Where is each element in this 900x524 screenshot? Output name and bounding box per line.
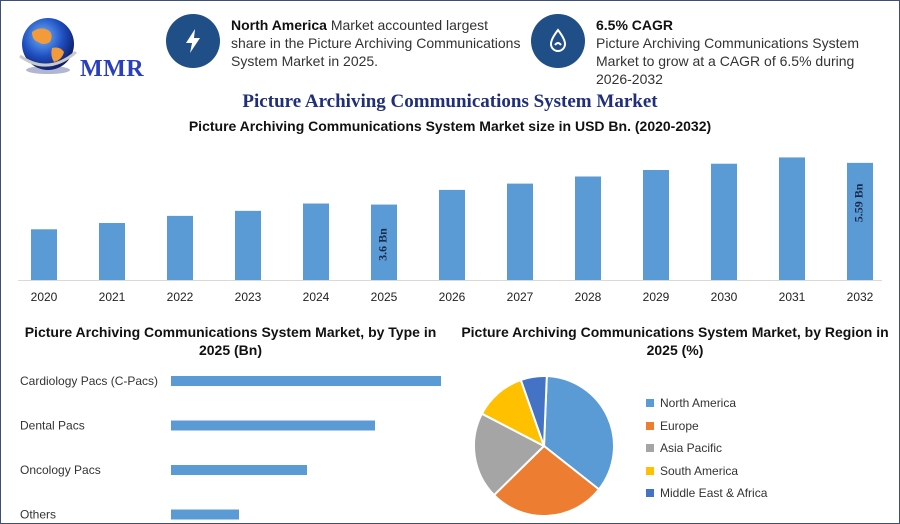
bar-2023 [235, 210, 261, 280]
bar-2026 [439, 189, 465, 280]
legend-swatch [646, 466, 654, 475]
info-highlight: 6.5% CAGR [596, 17, 674, 33]
x-tick-label: 2028 [575, 290, 602, 304]
x-tick-label: 2030 [711, 290, 738, 304]
legend-swatch [646, 489, 654, 498]
bar-2032 [847, 162, 873, 280]
info-description: Market accounted largest share in the Pi… [231, 17, 521, 69]
info-north-america: North America Market accounted largest s… [231, 16, 526, 70]
x-tick-label: 2023 [235, 290, 262, 304]
bar-2029 [643, 170, 669, 280]
data-label: 5.59 Bn [852, 183, 866, 222]
info-description: Picture Archiving Communications System … [596, 35, 859, 87]
bar-2021 [99, 223, 125, 280]
x-tick-label: 2022 [167, 290, 194, 304]
bar-2030 [711, 163, 737, 280]
x-tick-label: 2032 [847, 290, 874, 304]
legend-label: Europe [660, 418, 699, 433]
mmr-logo: MMR [14, 12, 144, 82]
type-chart-title: Picture Archiving Communications System … [24, 324, 437, 358]
type-bar [171, 465, 307, 475]
x-tick-label: 2029 [643, 290, 670, 304]
region-pie-chart [473, 375, 615, 517]
type-bar-chart: Cardiology Pacs (C-Pacs) Dental Pacs Oncol… [20, 374, 441, 522]
legend-swatch [646, 444, 654, 453]
globe-icon [19, 18, 77, 74]
logo-text: MMR [80, 56, 145, 82]
legend-swatch [646, 399, 654, 408]
x-tick-label: 2021 [99, 290, 126, 304]
main-title: Picture Archiving Communications System … [242, 91, 658, 112]
lightning-icon [166, 14, 220, 68]
bar-2025 [371, 204, 397, 280]
legend-item: Europe [646, 415, 767, 438]
pie-slice-asia-pacific [473, 412, 546, 497]
bar-2020 [31, 229, 57, 280]
legend-label: North America [660, 396, 737, 411]
info-cagr: 6.5% CAGR Picture Archiving Communicatio… [596, 16, 876, 88]
x-tick-label: 2020 [31, 290, 58, 304]
bar-chart-title: Picture Archiving Communications System … [188, 118, 712, 134]
region-chart-title: Picture Archiving Communications System … [461, 324, 889, 358]
category-label: Others [20, 508, 56, 522]
legend-label: Asia Pacific [660, 441, 723, 456]
pie-legend: North America Europe Asia Pacific South Ame… [646, 392, 767, 505]
bar-2028 [575, 176, 601, 280]
type-bar [171, 509, 239, 520]
data-label: 3.6 Bn [376, 228, 390, 261]
type-bar [171, 420, 375, 431]
pie-slice-middle-east-africa [519, 375, 548, 447]
x-tick-label: 2025 [371, 290, 398, 304]
legend-item: South America [646, 460, 767, 483]
bar-2027 [507, 183, 533, 280]
legend-label: Middle East & Africa [660, 486, 768, 501]
bar-2022 [167, 215, 193, 280]
x-tick-label: 2026 [439, 290, 466, 304]
type-bar [171, 376, 441, 386]
legend-item: Middle East & Africa [646, 482, 767, 505]
bar-2024 [303, 203, 329, 280]
x-tick-label: 2031 [779, 290, 806, 304]
info-highlight: North America [231, 17, 327, 33]
category-label: Oncology Pacs [20, 463, 101, 477]
legend-item: North America [646, 392, 767, 415]
market-size-bar-chart: 2020 2021 2022 2023 2024 2025 2026 2027 2028 2029… [18, 157, 882, 304]
legend-swatch [646, 421, 654, 430]
category-label: Cardiology Pacs (C-Pacs) [20, 374, 158, 388]
x-tick-label: 2027 [507, 290, 534, 304]
legend-label: South America [660, 463, 739, 478]
legend-item: Asia Pacific [646, 437, 767, 460]
pie-slice-europe [492, 444, 601, 517]
growth-drop-icon [531, 14, 585, 68]
x-tick-label: 2024 [303, 290, 330, 304]
category-label: Dental Pacs [20, 419, 85, 433]
bar-2031 [779, 157, 805, 280]
pie-slice-north-america [542, 375, 615, 491]
